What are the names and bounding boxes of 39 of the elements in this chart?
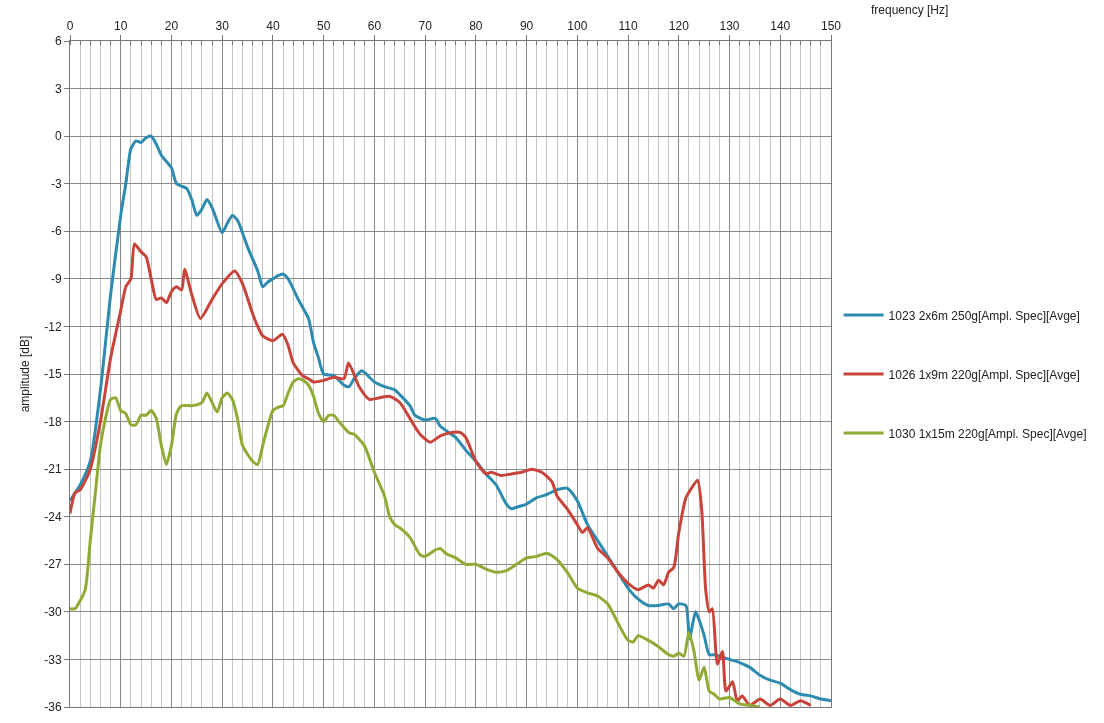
y-tick-label: 0 bbox=[54, 129, 62, 144]
x-tick-label: 80 bbox=[469, 19, 483, 34]
y-tick-label: -27 bbox=[44, 557, 62, 572]
legend-label: 1026 1x9m 220g[Ampl. Spec][Avge] bbox=[888, 367, 1080, 382]
x-tick-label: 60 bbox=[367, 19, 382, 34]
y-axis-title: amplitude [dB] bbox=[17, 335, 32, 413]
x-tick-label: 10 bbox=[114, 19, 128, 34]
y-tick-label: -9 bbox=[50, 272, 62, 287]
y-tick-label: 3 bbox=[54, 81, 62, 96]
x-tick-label: 130 bbox=[719, 19, 740, 34]
x-tick-label: 90 bbox=[519, 19, 534, 34]
y-tick-label: -24 bbox=[44, 509, 62, 524]
y-tick-label: -36 bbox=[44, 700, 62, 715]
x-tick-label: 30 bbox=[215, 19, 230, 34]
line-series bbox=[70, 377, 762, 707]
x-tick-label: 0 bbox=[66, 19, 74, 34]
line-series bbox=[70, 242, 813, 707]
y-tick-label: -3 bbox=[50, 176, 62, 191]
x-tick-label: 20 bbox=[164, 19, 179, 34]
x-tick-label: 120 bbox=[668, 19, 690, 34]
x-tick-label: 70 bbox=[418, 19, 433, 34]
y-tick-label: -33 bbox=[44, 652, 62, 667]
y-tick-label: -15 bbox=[44, 367, 62, 382]
x-tick-label: 100 bbox=[567, 19, 588, 34]
x-tick-label: 40 bbox=[266, 19, 280, 34]
legend-label: 1030 1x15m 220g[Ampl. Spec][Avge] bbox=[888, 426, 1087, 441]
x-tick-label: 110 bbox=[618, 19, 638, 34]
y-tick-label: -12 bbox=[44, 319, 62, 334]
x-tick-label: 140 bbox=[770, 19, 791, 34]
y-tick-label: -30 bbox=[44, 605, 62, 620]
line-series bbox=[70, 134, 831, 703]
y-tick-label: -18 bbox=[44, 414, 62, 429]
y-tick-label: -6 bbox=[50, 224, 62, 239]
x-axis-title: frequency [Hz] bbox=[871, 3, 949, 17]
y-tick-label: 6 bbox=[54, 34, 62, 49]
legend-label: 1023 2x6m 250g[Ampl. Spec][Avge] bbox=[888, 308, 1080, 323]
x-tick-label: 50 bbox=[316, 19, 331, 34]
x-tick-label: 150 bbox=[820, 19, 842, 34]
y-tick-label: -21 bbox=[44, 462, 62, 477]
